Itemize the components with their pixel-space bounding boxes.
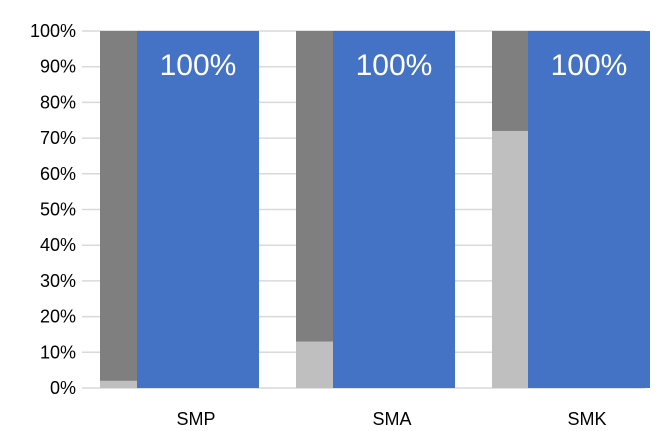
stacked-bar-segment [492, 31, 529, 131]
bar [137, 31, 259, 388]
stacked-bar-segment [296, 341, 333, 388]
data-labels: 100% 100% 100% [160, 49, 628, 82]
y-tick-label: 0% [50, 378, 76, 398]
y-tick-label: 40% [40, 235, 76, 255]
y-tick-label: 60% [40, 164, 76, 184]
data-label: 100% [356, 49, 433, 82]
y-tick-label: 30% [40, 271, 76, 291]
y-tick-label: 90% [40, 57, 76, 77]
stacked-bar-segment [100, 31, 137, 381]
y-tick-label: 50% [40, 200, 76, 220]
x-category-label: SMA [372, 409, 411, 429]
y-tick-label: 80% [40, 92, 76, 112]
x-category-label: SMP [176, 409, 215, 429]
stacked-bar-segment [296, 31, 333, 342]
x-axis: SMP SMA SMK [176, 409, 606, 429]
data-label: 100% [160, 49, 237, 82]
y-tick-label: 70% [40, 128, 76, 148]
y-tick-label: 20% [40, 307, 76, 327]
y-tick-label: 100% [30, 21, 76, 41]
bar [333, 31, 455, 388]
x-category-label: SMK [567, 409, 606, 429]
bars [100, 31, 650, 388]
y-axis: 0% 10% 20% 30% 40% 50% 60% 70% 80% 90% 100% [30, 21, 76, 398]
bar [528, 31, 650, 388]
stacked-bar-segment [492, 130, 529, 388]
stacked-bar-segment [100, 380, 137, 388]
data-label: 100% [551, 49, 628, 82]
y-tick-label: 10% [40, 342, 76, 362]
